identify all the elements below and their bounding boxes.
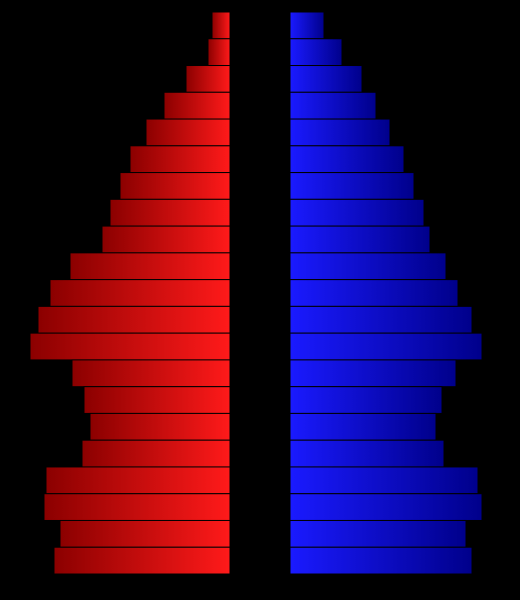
left-bar xyxy=(50,280,230,307)
right-bar xyxy=(290,280,458,307)
left-bar xyxy=(60,520,230,547)
right-bar xyxy=(290,253,446,280)
population-pyramid-chart xyxy=(0,0,520,600)
right-bar xyxy=(290,520,466,547)
right-bar xyxy=(290,360,456,387)
left-bar xyxy=(72,360,230,387)
left-bar xyxy=(102,226,230,253)
left-bar xyxy=(46,467,230,494)
right-bar xyxy=(290,226,430,253)
right-bar xyxy=(290,119,390,146)
right-bar xyxy=(290,440,444,467)
right-bar xyxy=(290,92,376,119)
left-bar xyxy=(208,39,230,66)
left-bar xyxy=(54,547,230,574)
right-bar xyxy=(290,66,362,93)
right-bar xyxy=(290,547,472,574)
left-bar xyxy=(186,66,230,93)
right-bar xyxy=(290,146,404,173)
left-bar xyxy=(38,306,230,333)
left-bar xyxy=(90,413,230,440)
left-bar xyxy=(110,199,230,226)
left-bar xyxy=(164,92,230,119)
left-bar xyxy=(82,440,230,467)
right-bar xyxy=(290,494,482,521)
left-bar xyxy=(44,494,230,521)
right-bar xyxy=(290,413,436,440)
right-bar xyxy=(290,333,482,360)
right-bar xyxy=(290,199,424,226)
left-bar xyxy=(130,146,230,173)
right-bar xyxy=(290,467,478,494)
right-bar xyxy=(290,173,414,200)
right-bar xyxy=(290,39,342,66)
right-bar xyxy=(290,387,442,414)
right-bar xyxy=(290,306,472,333)
left-bar xyxy=(30,333,230,360)
left-bar xyxy=(84,387,230,414)
left-bar xyxy=(120,173,230,200)
left-bar xyxy=(146,119,230,146)
right-bar xyxy=(290,12,324,39)
left-bar xyxy=(70,253,230,280)
left-bar xyxy=(212,12,230,39)
